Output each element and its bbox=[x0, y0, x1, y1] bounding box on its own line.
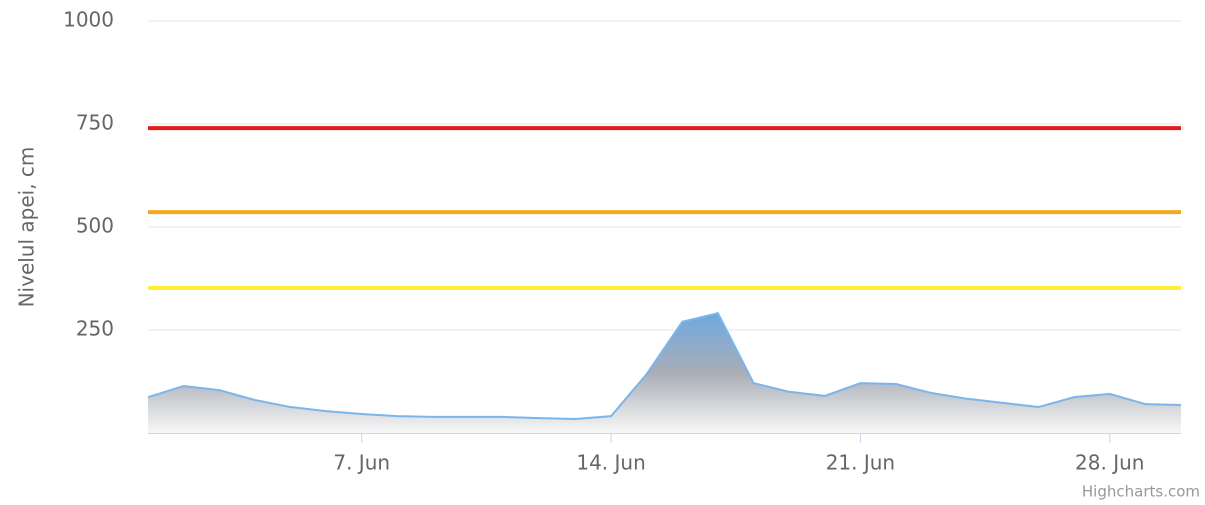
x-tick-label: 14. Jun bbox=[576, 451, 645, 475]
y-tick-label: 1000 bbox=[63, 8, 114, 32]
area-line bbox=[147, 311, 1182, 420]
y-tick-label: 750 bbox=[76, 111, 114, 135]
y-axis-title: Nivelul apei, cm bbox=[15, 147, 39, 308]
y-tick-label: 500 bbox=[76, 214, 114, 238]
credits[interactable]: Highcharts.com bbox=[1082, 483, 1200, 501]
y-tick-label: 250 bbox=[76, 317, 114, 341]
x-tick-label: 7. Jun bbox=[333, 451, 390, 475]
x-tick-label: 21. Jun bbox=[826, 451, 895, 475]
x-tick-label: 28. Jun bbox=[1075, 451, 1144, 475]
area bbox=[148, 313, 1181, 433]
